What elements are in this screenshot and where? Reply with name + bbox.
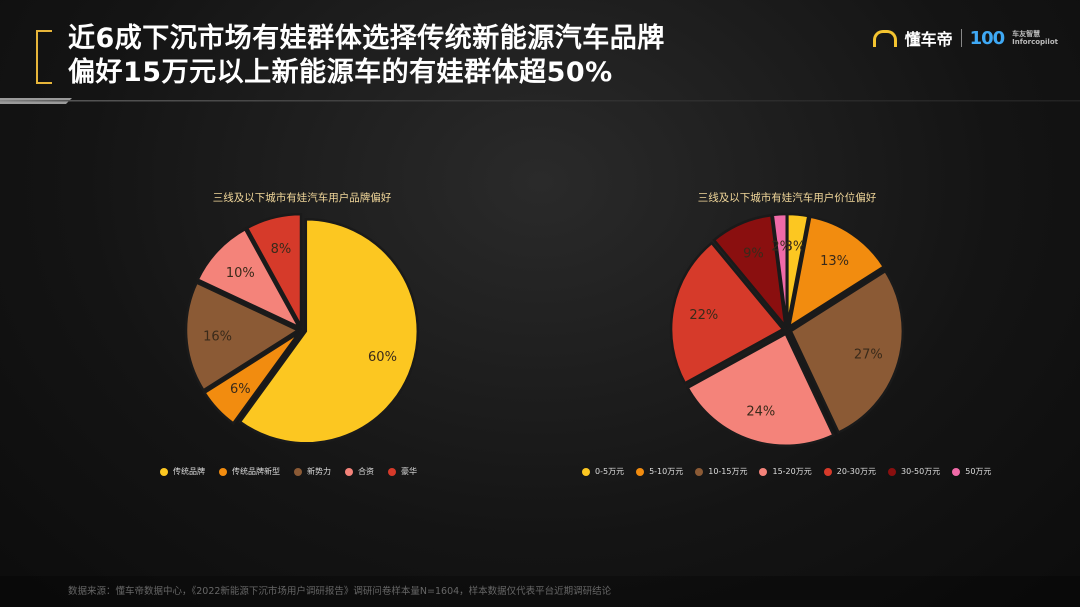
pie-label-1-2: 16% xyxy=(203,329,232,344)
legend-dot-icon xyxy=(695,467,704,476)
pie-slice-1-3 xyxy=(196,227,303,331)
legend-dot-icon xyxy=(952,467,961,476)
legend-item: 传统品牌新型 xyxy=(219,466,280,477)
chart-2-title: 三线及以下城市有娃汽车用户价位偏好 xyxy=(697,192,877,204)
legend-dot-icon xyxy=(582,467,590,476)
legend-item: 合资 xyxy=(345,466,374,477)
title-line-1: 近6成下沉市场有娃群体选择传统新能源汽车品牌 xyxy=(68,23,665,54)
legend-dot-icon xyxy=(294,467,302,476)
legend-dot-icon xyxy=(636,467,645,476)
title-line-2: 偏好15万元以上新能源车的有娃群体超50% xyxy=(68,57,613,88)
legend-label: 新势力 xyxy=(307,467,331,476)
hundred-badge-icon: 100 xyxy=(969,27,1006,49)
pie-slice-1-4 xyxy=(245,212,303,327)
legend-item: 新势力 xyxy=(294,466,331,477)
legend-label: 20-30万元 xyxy=(836,467,876,476)
page-title: 近6成下沉市场有娃群体选择传统新能源汽车品牌 偏好15万元以上新能源车的有娃群体… xyxy=(68,22,665,90)
legend-dot-icon xyxy=(160,467,168,476)
legend-label: 合资 xyxy=(358,467,374,476)
legend-item: 豪华 xyxy=(388,466,417,477)
legend-item: 5-10万元 xyxy=(636,466,683,477)
legend-item: 50万元 xyxy=(952,466,991,477)
pie-slice-2-2 xyxy=(789,269,905,435)
legend-label: 50万元 xyxy=(965,467,992,476)
pie-label-2-3: 24% xyxy=(746,404,775,419)
legend-item: 30-50万元 xyxy=(887,466,941,477)
legend-item: 传统品牌 xyxy=(160,466,205,477)
pie-label-2-2: 27% xyxy=(854,348,883,363)
chart-2-pie: 3% 13% 27% 24% 22% 9% 2% xyxy=(669,212,905,448)
dongchedi-logo-icon xyxy=(872,29,897,47)
pie-slice-2-6 xyxy=(771,212,788,327)
pie-slice-2-4 xyxy=(669,241,785,385)
brand-separator xyxy=(960,29,962,47)
pie-slice-2-3 xyxy=(685,332,836,448)
legend-item: 0-5万元 xyxy=(582,466,624,477)
legend-item: 20-30万元 xyxy=(823,466,876,477)
legend-label: 10-15万元 xyxy=(708,467,748,476)
legend-dot-icon xyxy=(345,467,353,476)
legend-dot-icon xyxy=(887,467,896,476)
legend-label: 15-20万元 xyxy=(772,467,812,476)
legend-item: 15-20万元 xyxy=(759,466,812,477)
data-source-footnote: 数据来源：懂车帝数据中心，《2022新能源下沉市场用户调研报告》调研问卷样本量N… xyxy=(68,586,612,597)
pie-slice-2-5 xyxy=(712,213,788,331)
pie-slice-1-1 xyxy=(202,331,301,426)
pie-label-1-1: 6% xyxy=(230,382,251,397)
title-divider xyxy=(0,98,1080,104)
pie-slice-1-2 xyxy=(184,280,301,392)
pie-label-2-6: 2% xyxy=(771,240,792,255)
chart-1-title: 三线及以下城市有娃汽车用户品牌偏好 xyxy=(212,192,392,204)
pie-label-2-5: 9% xyxy=(743,246,764,261)
pie-label-2-1: 13% xyxy=(820,254,849,269)
pie-label-1-4: 8% xyxy=(271,242,292,257)
brand-small-text: 车友智慧 Inforcopilot xyxy=(1012,30,1058,46)
legend-label: 传统品牌 xyxy=(173,467,205,476)
legend-dot-icon xyxy=(219,467,227,476)
brand-name: 懂车帝 xyxy=(904,30,953,49)
title-bracket-decoration xyxy=(36,30,52,84)
pie-label-2-4: 22% xyxy=(689,308,718,323)
legend-item: 10-15万元 xyxy=(695,466,747,477)
pie-label-1-0: 60% xyxy=(368,350,397,365)
legend-label: 5-10万元 xyxy=(649,467,684,476)
legend-dot-icon xyxy=(388,467,396,476)
pie-label-2-0: 3% xyxy=(785,240,806,255)
footer-bar xyxy=(0,576,1080,607)
legend-label: 豪华 xyxy=(401,467,417,476)
pie-slice-1-0 xyxy=(238,217,420,445)
pie-slice-2-1 xyxy=(787,215,886,330)
legend-label: 0-5万元 xyxy=(595,467,625,476)
legend-label: 传统品牌新型 xyxy=(232,467,280,476)
legend-dot-icon xyxy=(823,467,832,476)
pie-label-1-3: 10% xyxy=(226,266,255,281)
chart-2-legend: 0-5万元 5-10万元 10-15万元 15-20万元 20-30万元 30-50万元 5… xyxy=(582,466,991,477)
legend-label: 30-50万元 xyxy=(900,467,941,476)
legend-dot-icon xyxy=(759,467,768,476)
brand-logo: 懂车帝 100 车友智慧 Inforcopilot xyxy=(872,26,1058,50)
chart-1-legend: 传统品牌 传统品牌新型 新势力 合资 豪华 xyxy=(160,466,417,477)
chart-1-pie: 60% 6% 16% 10% 8% xyxy=(184,212,420,445)
